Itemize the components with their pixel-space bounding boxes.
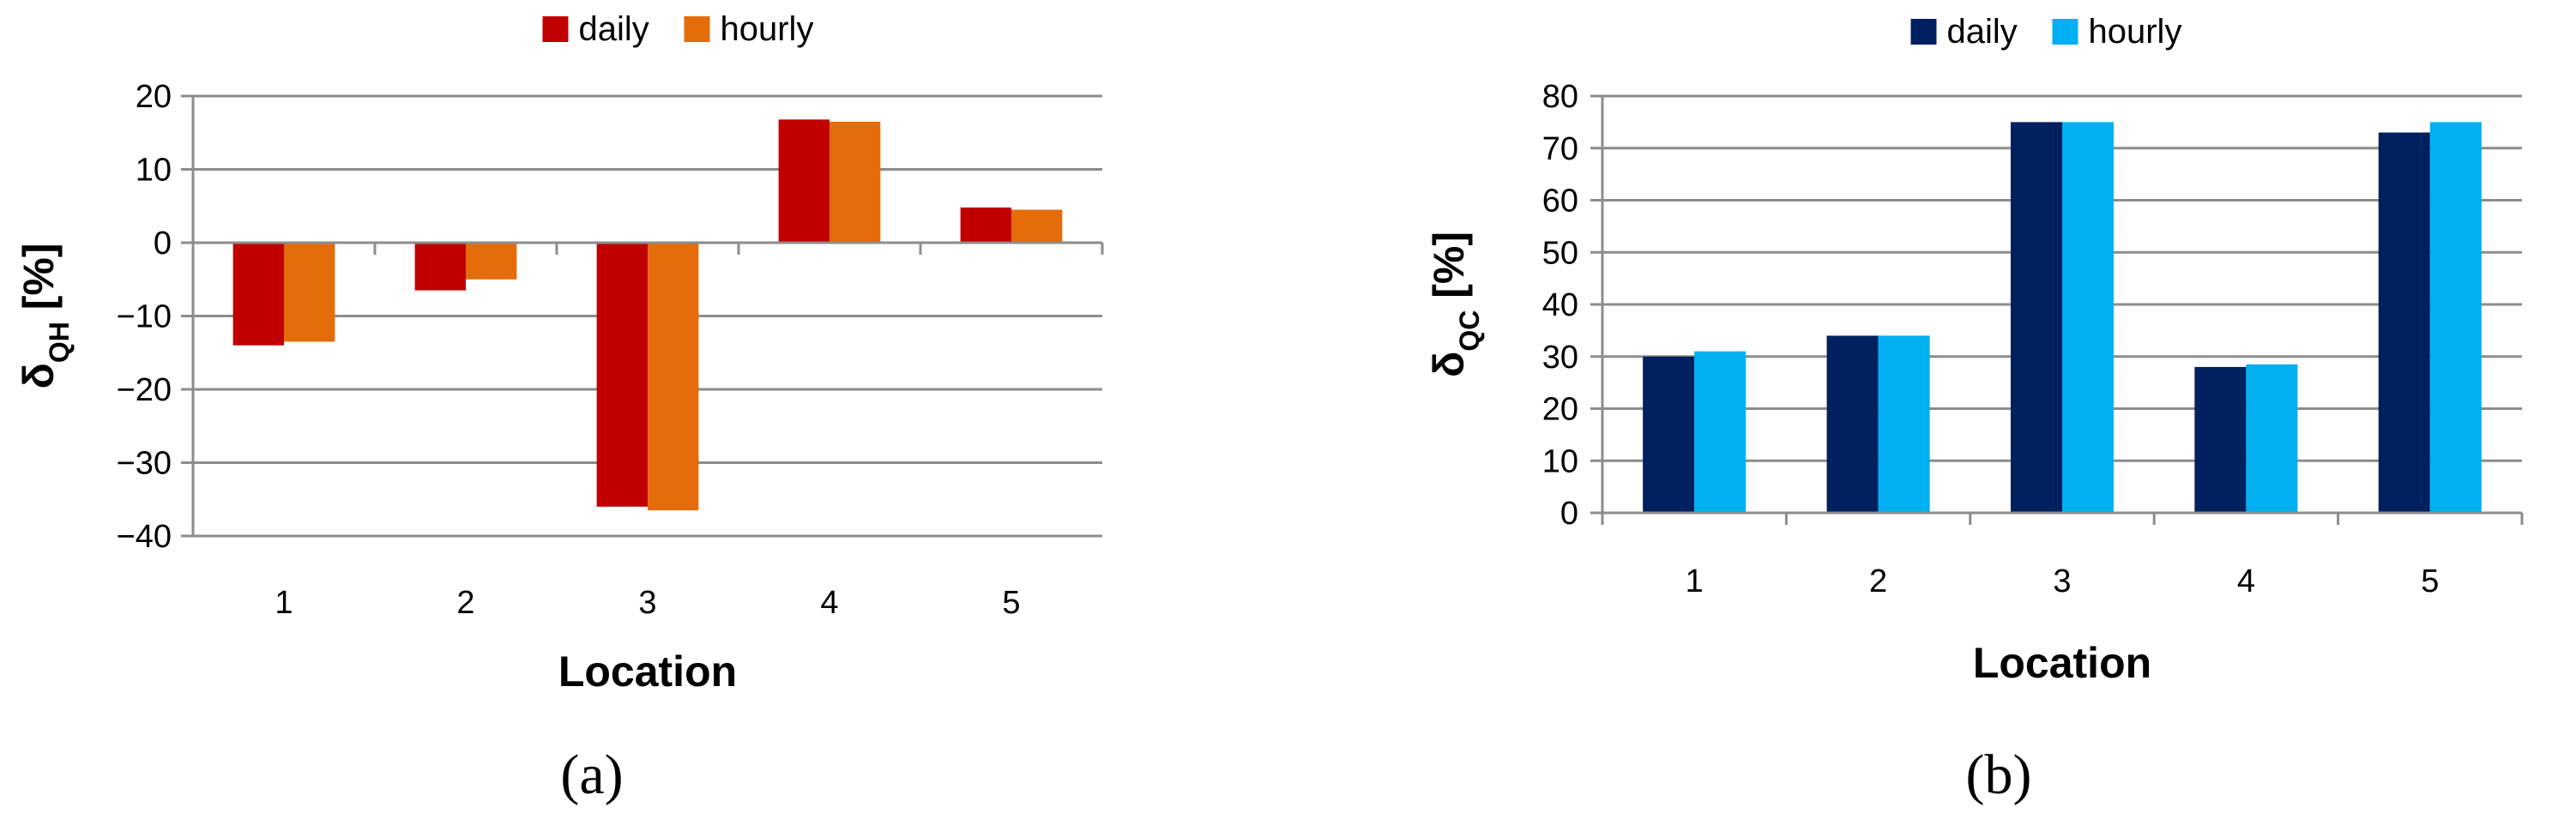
bar-daily-1 — [232, 243, 284, 346]
legend-label-hourly: hourly — [2089, 13, 2182, 51]
x-tick-label: 5 — [2421, 563, 2439, 599]
panel-label: (b) — [1966, 744, 2032, 806]
x-tick-label: 1 — [274, 585, 293, 621]
bar-daily-4 — [2194, 366, 2247, 513]
chart-panel-a: −40 −30 −20 −10 0 10 20 1 2 3 4 5 Location δQH [%] dai… — [15, 10, 1104, 806]
y-tick-label: 60 — [1542, 184, 1578, 220]
bar-daily-3 — [2010, 122, 2062, 513]
y-tick-label: 20 — [136, 79, 172, 115]
bar-hourly-1 — [284, 243, 335, 342]
legend: daily hourly — [542, 10, 814, 48]
legend-swatch-hourly — [684, 16, 710, 42]
y-tick-label: −40 — [117, 519, 172, 555]
y-tick-label: 40 — [1542, 287, 1578, 323]
y-tick-label: 10 — [1542, 443, 1578, 479]
y-tick-label: 50 — [1542, 235, 1578, 271]
bar-hourly-3 — [2062, 122, 2114, 513]
y-tick-label: 80 — [1542, 79, 1578, 115]
bar-daily-3 — [596, 243, 648, 507]
x-tick-label: 4 — [820, 585, 838, 621]
y-tick-label: 0 — [1560, 496, 1578, 532]
legend-label-daily: daily — [1947, 13, 2018, 51]
bar-daily-5 — [2378, 132, 2430, 513]
y-tick-label: 0 — [154, 226, 172, 262]
bar-hourly-4 — [2246, 364, 2298, 513]
legend-swatch-hourly — [2052, 19, 2078, 45]
panel-label: (a) — [560, 744, 623, 806]
x-axis-title: Location — [1973, 639, 2151, 687]
x-tick-label: 1 — [1686, 563, 1704, 599]
bar-hourly-2 — [1878, 335, 1930, 513]
bar-hourly-5 — [1011, 209, 1063, 243]
x-tick-label: 4 — [2237, 563, 2255, 599]
y-tick-label: −30 — [117, 446, 172, 482]
bar-daily-2 — [414, 243, 466, 291]
legend-swatch-daily — [542, 16, 569, 42]
legend: daily hourly — [1910, 13, 2182, 51]
chart-panel-b: 0 10 20 30 40 50 60 70 80 1 2 3 4 5 Location δQC [%] dai… — [1425, 13, 2524, 806]
y-tick-label: −20 — [117, 372, 172, 408]
y-tick-label: 70 — [1542, 131, 1578, 167]
y-tick-label: −10 — [117, 299, 172, 335]
x-axis-title: Location — [558, 647, 737, 696]
x-tick-label: 3 — [2053, 563, 2071, 599]
bar-hourly-3 — [648, 243, 699, 511]
y-tick-label: 10 — [136, 153, 172, 189]
y-tick-label: 30 — [1542, 340, 1578, 376]
bar-daily-5 — [960, 207, 1011, 243]
legend-label-hourly: hourly — [721, 10, 814, 48]
y-axis-title: δQC [%] — [1425, 232, 1485, 377]
y-axis-title: δQH [%] — [15, 244, 75, 389]
bar-daily-2 — [1826, 335, 1879, 513]
bar-hourly-2 — [466, 243, 517, 280]
bar-daily-4 — [778, 119, 830, 243]
bar-hourly-4 — [830, 121, 881, 243]
bar-hourly-1 — [1694, 351, 1746, 513]
y-tick-label: 20 — [1542, 392, 1578, 428]
x-tick-label: 2 — [456, 585, 474, 621]
bar-hourly-5 — [2429, 122, 2482, 513]
x-tick-label: 2 — [1869, 563, 1887, 599]
legend-label-daily: daily — [579, 10, 649, 48]
x-tick-label: 3 — [638, 585, 656, 621]
x-tick-label: 5 — [1002, 585, 1020, 621]
bar-daily-1 — [1643, 356, 1695, 513]
legend-swatch-daily — [1910, 19, 1937, 45]
